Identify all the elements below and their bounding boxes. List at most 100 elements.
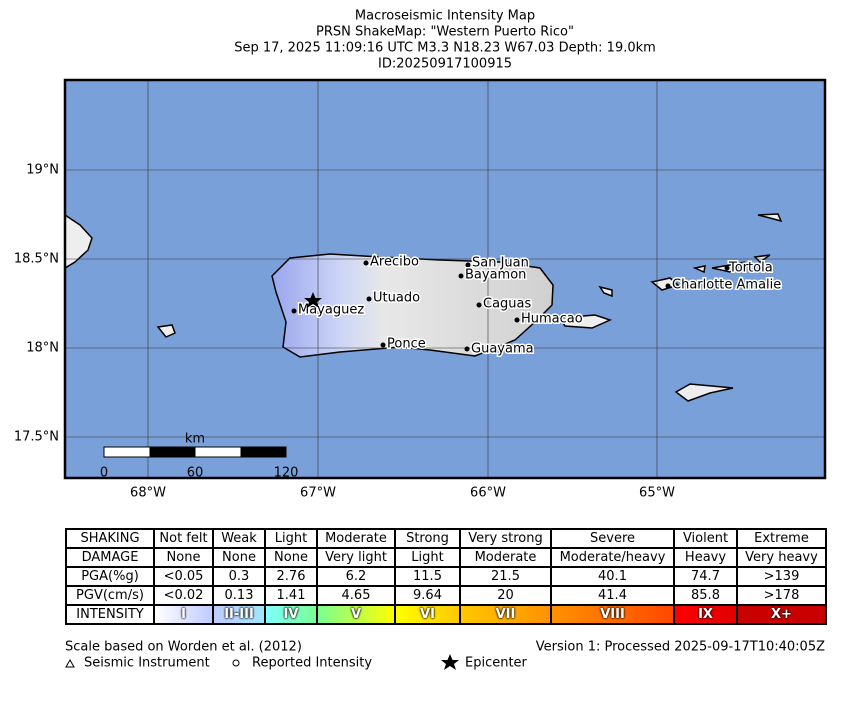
title-line: Macroseismic Intensity Map [355, 9, 535, 24]
table-cell: 11.5 [394, 566, 461, 587]
scale-bar: km 0 60 120 [100, 432, 299, 481]
table-cell: Severe [550, 528, 675, 549]
table-cell: 1.41 [264, 585, 318, 606]
version: Version 1: Processed 2025-09-17T10:40:05… [536, 640, 825, 655]
city-dot [476, 302, 482, 308]
city-label: Arecibo [370, 255, 419, 270]
city-label: Mayaguez [298, 303, 364, 318]
table-cell: 20 [459, 585, 552, 606]
table-cell: Light [264, 528, 318, 549]
table-cell: Moderate [316, 528, 396, 549]
table-cell: 41.4 [550, 585, 675, 606]
cities: Arecibo San Juan Bayamon Utuado Mayaguez… [291, 253, 783, 358]
table-row: SHAKING Not felt Weak Light Moderate Strong Ve… [65, 528, 827, 549]
table-cell: None [212, 547, 266, 568]
land [558, 314, 613, 329]
city-label: Caguas [483, 297, 532, 312]
instrument-icon [65, 658, 75, 668]
land [674, 383, 734, 402]
table-cell: 9.64 [394, 585, 461, 606]
city-label: Ponce [387, 337, 426, 352]
scale-label: 120 [274, 466, 299, 481]
land [156, 324, 176, 338]
table-cell: Not felt [153, 528, 214, 549]
row-header: PGV(cm/s) [65, 585, 155, 606]
scale-label: 60 [187, 466, 204, 481]
graticule [65, 80, 825, 478]
legend-label: Epicenter [465, 656, 528, 671]
table-cell: Heavy [673, 547, 738, 568]
row-header: PGA(%g) [65, 566, 155, 587]
intensity-table: SHAKING Not felt Weak Light Moderate Strong Ve… [65, 528, 827, 625]
table-cell: 4.65 [316, 585, 396, 606]
table-cell: Very strong [459, 528, 552, 549]
epicenter-star [304, 292, 322, 308]
table-cell: >178 [736, 585, 827, 606]
legend-label: Seismic Instrument [84, 656, 210, 671]
lon-label: 68°W [130, 486, 166, 501]
table-cell: 6.2 [316, 566, 396, 587]
row-header: DAMAGE [65, 547, 155, 568]
city-label: Bayamon [465, 268, 526, 283]
map-frame [63, 78, 827, 480]
table-row: DAMAGE None None None Very light Light Moderat… [65, 547, 827, 568]
table-cell: V [316, 604, 396, 625]
reported-icon [232, 659, 240, 667]
table-cell: >139 [736, 566, 827, 587]
table-cell: 0.3 [212, 566, 266, 587]
scale-note: Scale based on Worden et al. (2012) [65, 640, 302, 655]
table-row: PGV(cm/s) <0.02 0.13 1.41 4.65 9.64 20 41.4 85.8… [65, 585, 827, 606]
city-dot [291, 308, 297, 314]
city-dot [514, 317, 520, 323]
table-cell: Strong [394, 528, 461, 549]
lat-label: 18.5°N [14, 252, 59, 267]
city-dot [363, 260, 369, 266]
land [757, 213, 783, 223]
lon-label: 65°W [639, 486, 675, 501]
city-dot [458, 273, 464, 279]
table-cell: 85.8 [673, 585, 738, 606]
table-cell: None [153, 547, 214, 568]
table-cell: VII [459, 604, 552, 625]
table-cell: 0.13 [212, 585, 266, 606]
city-dot [464, 346, 470, 352]
epicenter-icon [441, 654, 459, 670]
table-row: PGA(%g) <0.05 0.3 2.76 6.2 11.5 21.5 40.1 74.7 >1… [65, 566, 827, 587]
table-cell: Moderate [459, 547, 552, 568]
table-cell: Very heavy [736, 547, 827, 568]
city-label: Tortola [728, 261, 773, 276]
scale-unit: km [185, 432, 205, 447]
lat-label: 17.5°N [14, 430, 59, 445]
city-label: Utuado [373, 291, 420, 306]
table-cell: <0.05 [153, 566, 214, 587]
table-cell: Weak [212, 528, 266, 549]
city-dot [724, 265, 730, 271]
city-dot [465, 262, 471, 268]
table-cell: II-III [212, 604, 266, 625]
land [692, 254, 771, 274]
title-line: Sep 17, 2025 11:09:16 UTC M3.3 N18.23 W6… [234, 41, 656, 56]
table-cell: Extreme [736, 528, 827, 549]
table-cell: 21.5 [459, 566, 552, 587]
table-cell: Very light [316, 547, 396, 568]
table-cell: I [153, 604, 214, 625]
row-header: SHAKING [65, 528, 155, 549]
city-dot [380, 342, 386, 348]
table-cell: VIII [550, 604, 675, 625]
city-label: Guayama [471, 342, 534, 357]
legend-label: Reported Intensity [252, 656, 372, 671]
title-line: PRSN ShakeMap: "Western Puerto Rico" [316, 25, 574, 40]
table-cell: VI [394, 604, 461, 625]
lon-label: 66°W [470, 486, 506, 501]
table-cell: Violent [673, 528, 738, 549]
table-cell: Light [394, 547, 461, 568]
lat-label: 18°N [26, 341, 59, 356]
scale-label: 0 [100, 466, 108, 481]
table-cell: X+ [736, 604, 827, 625]
table-cell: IV [264, 604, 318, 625]
land [650, 277, 680, 291]
table-cell: IX [673, 604, 738, 625]
city-dot [366, 296, 372, 302]
city-dot [665, 283, 671, 289]
